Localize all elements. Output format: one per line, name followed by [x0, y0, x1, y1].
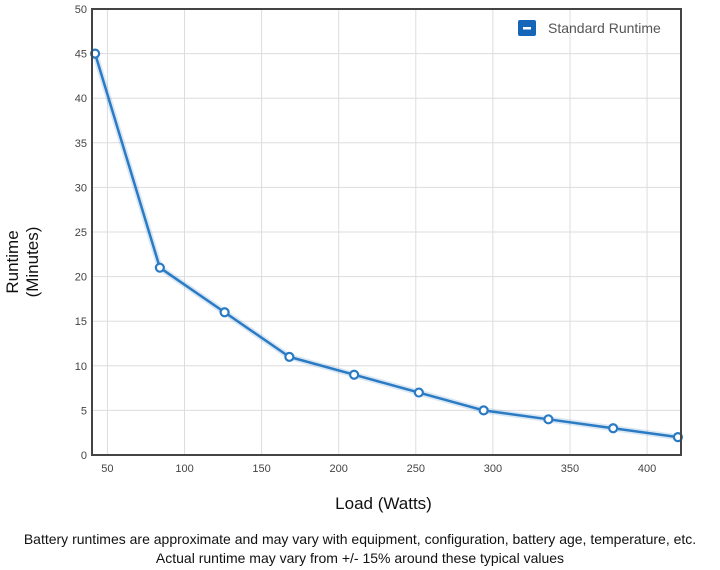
data-point[interactable]: [349, 369, 360, 380]
y-tick-label: 40: [75, 93, 87, 105]
y-tick-label: 50: [75, 4, 87, 16]
grid-lines: [92, 8, 681, 456]
y-tick-label: 25: [75, 227, 87, 239]
y-tick-label: 20: [75, 272, 87, 284]
y-tick-label: 30: [75, 182, 87, 194]
y-axis-title-line1: Runtime: [3, 230, 22, 293]
series-line-shadow: [92, 52, 679, 441]
data-point[interactable]: [543, 414, 554, 425]
data-point[interactable]: [284, 351, 295, 362]
y-tick-label: 0: [81, 450, 87, 462]
series-standard-runtime: [89, 48, 684, 443]
x-tick-label: 150: [252, 463, 270, 475]
x-tick-label: 250: [407, 463, 425, 475]
x-tick-label: 350: [561, 463, 579, 475]
data-point[interactable]: [608, 423, 619, 434]
data-point[interactable]: [478, 405, 489, 416]
y-tick-label: 10: [75, 361, 87, 373]
footnote-line-2: Actual runtime may vary from +/- 15% aro…: [155, 550, 565, 566]
y-tick-label: 35: [75, 138, 87, 150]
x-tick-label: 200: [330, 463, 348, 475]
legend[interactable]: Standard Runtime: [518, 20, 661, 36]
data-point[interactable]: [413, 387, 424, 398]
plot-frame: [91, 8, 682, 456]
y-axis-title-line2: (Minutes): [23, 227, 42, 298]
legend-label[interactable]: Standard Runtime: [548, 20, 661, 36]
x-tick-label: 400: [638, 463, 656, 475]
footnote-line-1: Battery runtimes are approximate and may…: [23, 531, 697, 547]
series-line: [93, 53, 679, 439]
y-tick-label: 5: [81, 405, 87, 417]
legend-swatch-minus-icon: [523, 27, 531, 30]
x-tick-label: 100: [175, 463, 193, 475]
data-point[interactable]: [219, 307, 230, 318]
x-tick-label: 300: [484, 463, 502, 475]
runtime-chart: 50 100 150 200 250 300 350 400 0 5 10 15 20 25 30 35 40 4…: [3, 4, 684, 513]
y-tick-label: 15: [75, 316, 87, 328]
tick-labels: 50 100 150 200 250 300 350 400 0 5 10 15 20 25 30 35 40 4…: [75, 4, 657, 475]
x-tick-label: 50: [101, 463, 113, 475]
y-tick-label: 45: [75, 49, 87, 61]
data-point[interactable]: [154, 262, 165, 273]
x-axis-title: Load (Watts): [335, 494, 432, 513]
